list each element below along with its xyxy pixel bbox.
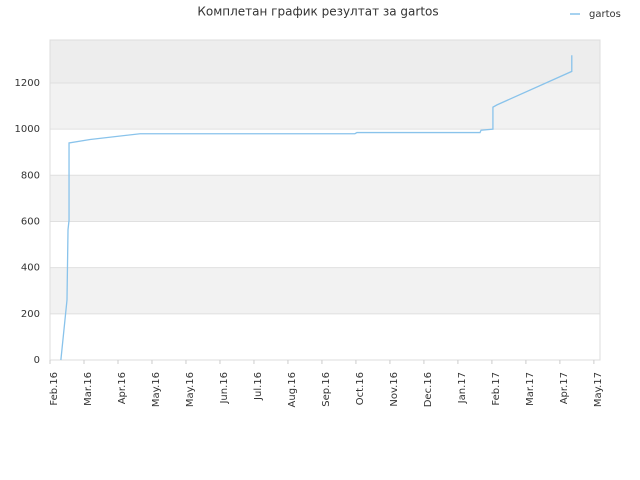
x-tick-label: May.17 [593, 372, 604, 407]
x-tick-label: Dec.16 [423, 372, 434, 407]
plot-border [49, 39, 601, 361]
band [50, 82, 600, 130]
y-tick-label: 1200 [15, 78, 40, 89]
x-tick-label: Nov.16 [389, 372, 400, 407]
y-tick-label: 200 [21, 309, 40, 320]
band [50, 40, 600, 83]
band [50, 221, 600, 268]
x-tick-label: May.16 [151, 372, 162, 407]
band [50, 175, 600, 222]
y-tick-label: 800 [21, 170, 40, 181]
y-tick-label: 0 [34, 355, 40, 366]
line [60, 55, 573, 361]
x-tick-label: Jul.16 [253, 372, 264, 401]
x-tick-label: Mar.16 [83, 372, 94, 406]
x-tick-label: Jun.16 [219, 372, 230, 405]
x-tick-label: Feb.17 [491, 372, 502, 406]
band [50, 313, 600, 360]
x-tick-label: Jan.17 [457, 372, 468, 404]
x-tick-label: Feb.16 [49, 372, 60, 406]
y-tick-label: 600 [21, 216, 40, 227]
legend-label: gartos [589, 9, 621, 20]
band [50, 267, 600, 314]
x-tick-label: Apr.17 [559, 372, 570, 404]
y-tick-label: 1000 [15, 124, 40, 135]
chart-title: Комплетан график резултат за gartos [197, 5, 438, 19]
x-tick-label: Sep.16 [321, 372, 332, 407]
x-tick-label: Mar.17 [525, 372, 536, 406]
x-tick-label: May.16 [185, 372, 196, 407]
band [50, 129, 600, 176]
x-tick-label: Oct.16 [355, 372, 366, 405]
y-tick-label: 400 [21, 263, 40, 274]
x-tick-label: Apr.16 [117, 372, 128, 404]
x-tick-label: Aug.16 [287, 372, 298, 407]
